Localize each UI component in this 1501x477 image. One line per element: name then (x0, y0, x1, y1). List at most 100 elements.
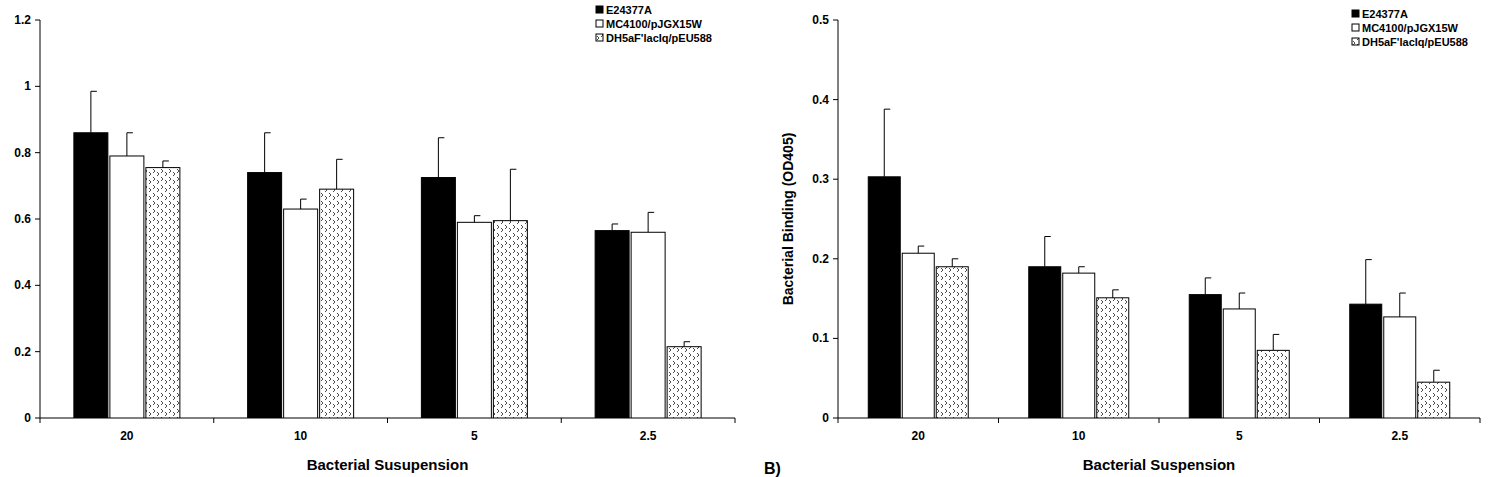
legend-swatch (596, 34, 603, 41)
x-tick-label: 2.5 (640, 429, 657, 443)
error-line (90, 91, 91, 132)
legend-swatch (1352, 38, 1359, 45)
y-tick-label: 0.8 (14, 146, 31, 160)
error-line (612, 224, 613, 231)
error-line (884, 109, 885, 177)
x-tick-label: 10 (1072, 429, 1086, 443)
x-tick (40, 418, 41, 423)
bar (667, 347, 701, 418)
error-cap (1400, 293, 1406, 294)
y-tick (35, 20, 40, 21)
y-tick (35, 285, 40, 286)
bar (421, 178, 455, 418)
error-line (952, 259, 953, 267)
error-line (1433, 370, 1434, 382)
error-cap (163, 160, 169, 161)
bar (1418, 382, 1450, 418)
y-tick (35, 418, 40, 419)
error-bar (1205, 278, 1211, 295)
legend-swatch (1352, 10, 1359, 17)
error-cap (952, 258, 958, 259)
error-line (1078, 267, 1079, 273)
y-axis-title: Bacterial Binding (OD405) (780, 133, 796, 306)
error-cap (127, 132, 133, 133)
error-line (126, 133, 127, 156)
legend-swatch (596, 6, 603, 13)
error-bar (1434, 370, 1440, 382)
legend-label: E24377A (1362, 8, 1408, 20)
y-tick (35, 152, 40, 153)
y-tick-label: 0 (822, 411, 829, 425)
error-cap (301, 199, 307, 200)
error-cap (337, 159, 343, 160)
bar (1257, 350, 1289, 418)
bar (110, 156, 144, 418)
x-tick (387, 418, 388, 423)
y-tick-label: 0.4 (812, 93, 829, 107)
error-cap (918, 246, 924, 247)
chart: 00.20.40.60.811.2201052.5Bacterial Susup… (14, 4, 735, 473)
error-bar (1400, 293, 1406, 317)
error-line (684, 342, 685, 347)
legend-label: E24377A (606, 4, 652, 16)
error-line (1044, 237, 1045, 267)
y-tick-label: 0.3 (812, 172, 829, 186)
y-tick (833, 20, 838, 21)
bar (631, 232, 665, 418)
y-tick-label: 1.2 (14, 13, 31, 27)
error-bar (91, 91, 97, 132)
error-line (264, 133, 265, 173)
bar (457, 222, 491, 418)
error-bar (1273, 334, 1279, 350)
y-tick-label: 0.4 (14, 278, 31, 292)
bar (1223, 309, 1255, 418)
y-tick-label: 0.5 (812, 13, 829, 27)
error-cap (1113, 289, 1119, 290)
legend-label: MC4100/pJGX15W (1362, 22, 1459, 34)
bar (284, 209, 318, 418)
x-tick-label: 5 (1236, 429, 1243, 443)
error-bar (952, 259, 958, 267)
y-tick (833, 258, 838, 259)
bar (1063, 273, 1095, 418)
bar (902, 253, 934, 418)
y-axis (838, 20, 839, 418)
error-bar (1113, 290, 1119, 298)
error-line (162, 161, 163, 168)
x-tick (998, 418, 999, 423)
error-bar (163, 161, 169, 168)
bar (1350, 304, 1382, 418)
bar (74, 133, 108, 418)
x-axis-title: Bacterial Suspension (1083, 456, 1236, 473)
error-cap (1434, 370, 1440, 371)
error-cap (1273, 334, 1279, 335)
bar (1097, 298, 1129, 418)
error-bar (474, 216, 480, 223)
error-bar (1239, 293, 1245, 309)
bar (1189, 295, 1221, 418)
y-tick (35, 86, 40, 87)
bar (868, 177, 900, 418)
error-cap (684, 341, 690, 342)
error-cap (1045, 236, 1051, 237)
error-bar (265, 133, 271, 173)
y-tick-label: 0.2 (14, 345, 31, 359)
y-tick (833, 418, 838, 419)
y-tick-label: 0.1 (812, 331, 829, 345)
bars (74, 91, 701, 418)
error-line (1112, 290, 1113, 298)
error-bar (510, 169, 516, 220)
bar (1384, 317, 1416, 418)
panel-label: B) (764, 460, 781, 477)
legend: E24377AMC4100/pJGX15WDH5aF'lacIq/pEU588 (1352, 8, 1468, 48)
error-cap (510, 169, 516, 170)
error-line (648, 212, 649, 232)
error-line (1273, 334, 1274, 350)
error-line (1205, 278, 1206, 295)
error-cap (1366, 259, 1372, 260)
error-cap (91, 91, 97, 92)
bar (1029, 267, 1061, 418)
error-bar (918, 246, 924, 253)
error-bar (127, 133, 133, 156)
error-cap (265, 132, 271, 133)
